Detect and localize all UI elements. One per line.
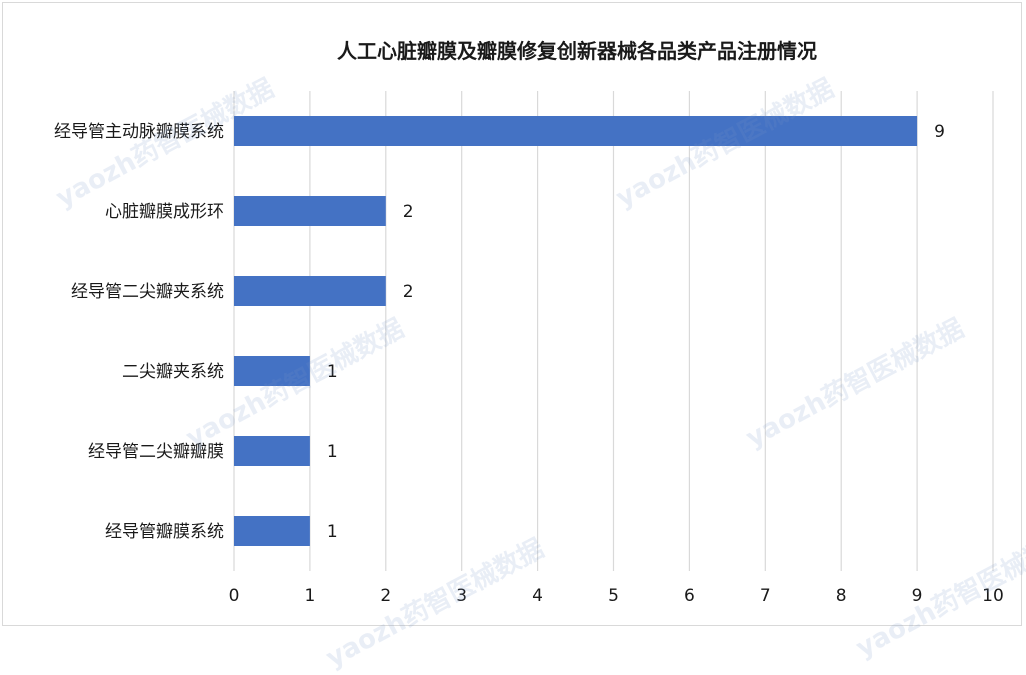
data-label: 1 [327, 442, 338, 462]
data-label: 1 [327, 522, 338, 542]
category-label: 心脏瓣膜成形环 [105, 202, 224, 222]
x-tick-label: 1 [304, 586, 315, 606]
category-label: 经导管二尖瓣瓣膜 [88, 442, 224, 462]
x-tick-label: 10 [982, 586, 1004, 606]
x-tick-label: 9 [912, 586, 923, 606]
category-label: 经导管瓣膜系统 [105, 522, 224, 542]
bar [234, 116, 918, 146]
bar [234, 276, 386, 306]
category-label: 二尖瓣夹系统 [122, 362, 224, 382]
category-label: 经导管主动脉瓣膜系统 [54, 122, 224, 142]
category-labels: 经导管主动脉瓣膜系统心脏瓣膜成形环经导管二尖瓣夹系统二尖瓣夹系统经导管二尖瓣瓣膜… [54, 122, 224, 542]
x-tick-label: 5 [608, 586, 619, 606]
x-tick-label: 0 [229, 586, 240, 606]
bar-chart: 人工心脏瓣膜及瓣膜修复创新器械各品类产品注册情况 经导管主动脉瓣膜系统心脏瓣膜成… [54, 39, 1004, 606]
data-label: 2 [403, 202, 414, 222]
bars [234, 116, 918, 546]
data-label: 9 [934, 122, 945, 142]
bar [234, 356, 310, 386]
x-tick-label: 7 [760, 586, 771, 606]
x-tick-label: 4 [532, 586, 543, 606]
bar [234, 436, 310, 466]
data-labels: 9 2 2 1 1 1 [327, 122, 945, 542]
category-label: 经导管二尖瓣夹系统 [71, 282, 224, 302]
gridlines [233, 91, 994, 571]
bar [234, 516, 310, 546]
data-label: 1 [327, 362, 338, 382]
data-label: 2 [403, 282, 414, 302]
x-tick-label: 6 [684, 586, 695, 606]
chart-title: 人工心脏瓣膜及瓣膜修复创新器械各品类产品注册情况 [337, 39, 817, 63]
bar [234, 196, 386, 226]
x-tick-label: 3 [456, 586, 467, 606]
x-tick-label: 2 [380, 586, 391, 606]
x-tick-label: 8 [836, 586, 847, 606]
x-tick-labels: 0 1 2 3 4 5 6 7 8 9 10 [229, 586, 1004, 606]
